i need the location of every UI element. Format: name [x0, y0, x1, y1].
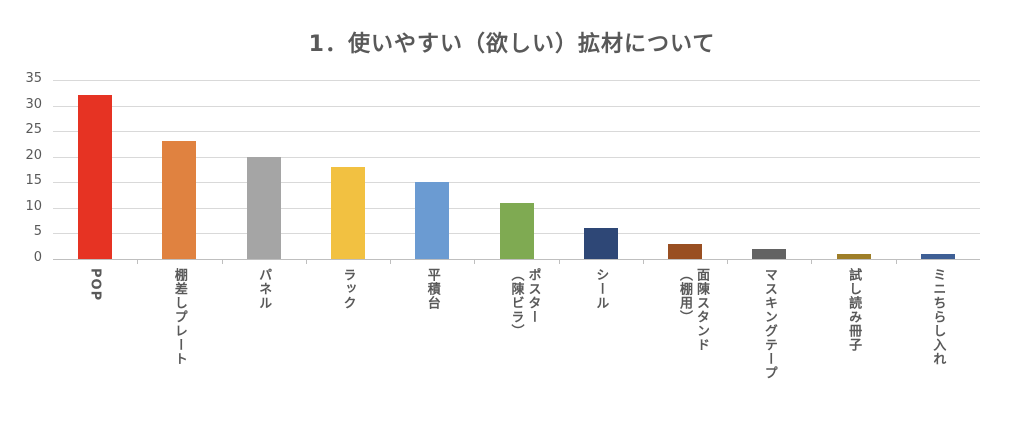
- x-tick: [390, 259, 392, 264]
- bar: [836, 253, 871, 259]
- gridline: [53, 80, 980, 81]
- x-tick: [727, 259, 729, 264]
- gridline: [53, 156, 980, 158]
- x-category-label: ミニちらし入れ: [930, 268, 946, 366]
- bar: [78, 95, 113, 259]
- bar: [752, 248, 787, 259]
- x-tick: [811, 259, 813, 264]
- x-category-label: ラック: [340, 268, 356, 310]
- x-category-label: 試し読み冊子: [846, 268, 862, 352]
- bar: [415, 182, 450, 259]
- x-tick: [895, 259, 897, 264]
- x-axis-line: [53, 259, 980, 260]
- x-tick: [221, 259, 223, 264]
- gridline: [53, 131, 980, 133]
- x-tick: [642, 259, 644, 264]
- plot-area: [53, 80, 980, 264]
- gridline: [53, 105, 980, 107]
- x-category-label: POP: [87, 268, 103, 302]
- x-category-label: 面陳スタンド （棚用）: [677, 268, 710, 352]
- bar: [583, 228, 618, 259]
- y-tick-label: 25: [25, 122, 42, 138]
- bar: [330, 166, 365, 259]
- y-tick-label: 0: [33, 250, 42, 265]
- x-category-label: ポスター （陳ビラ）: [508, 268, 541, 338]
- x-category-label: 平積台: [424, 268, 440, 310]
- bar: [246, 156, 281, 259]
- x-tick: [137, 259, 139, 264]
- x-category-label: 棚差しプレート: [171, 268, 187, 366]
- x-category-label: パネル: [256, 268, 272, 310]
- bar: [668, 243, 703, 259]
- y-tick-label: 20: [25, 147, 42, 163]
- chart-title: 1．使いやすい（欲しい）拡材について: [308, 32, 716, 57]
- x-tick: [474, 259, 476, 264]
- gridline: [53, 182, 980, 184]
- y-tick-label: 5: [33, 224, 42, 240]
- y-tick-label: 30: [25, 96, 42, 112]
- y-tick-label: 15: [25, 173, 42, 189]
- bar: [499, 202, 534, 259]
- x-category-label: シール: [593, 268, 609, 310]
- bar: [162, 141, 197, 259]
- x-category-label: マスキングテープ: [761, 268, 777, 380]
- bar: [920, 253, 955, 259]
- x-tick: [558, 259, 560, 264]
- y-tick-label: 35: [25, 71, 42, 86]
- y-tick-label: 10: [25, 198, 42, 214]
- x-tick: [305, 259, 307, 264]
